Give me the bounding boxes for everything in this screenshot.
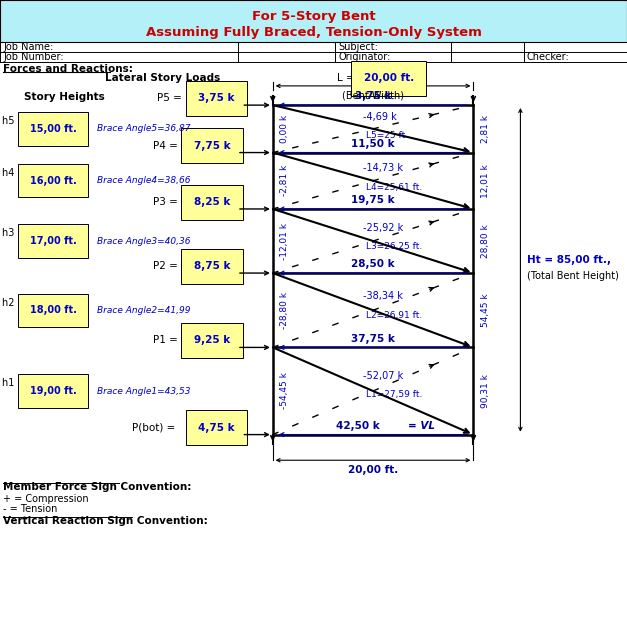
Text: Brace Angle1=43,53: Brace Angle1=43,53 (97, 387, 191, 395)
Text: 19,75 k: 19,75 k (351, 195, 395, 205)
Text: P3 =: P3 = (152, 197, 177, 207)
Text: 7,75 k: 7,75 k (194, 140, 230, 151)
Text: -52,07 k: -52,07 k (363, 371, 404, 381)
Text: Job Number:: Job Number: (3, 52, 64, 62)
Text: Ht = 85,00 ft.,: Ht = 85,00 ft., (527, 255, 611, 265)
Text: 2,81 k: 2,81 k (482, 115, 490, 143)
Text: 9,25 k: 9,25 k (194, 335, 230, 345)
Text: P1 =: P1 = (152, 335, 177, 345)
Text: (Bent Width): (Bent Width) (342, 90, 404, 101)
FancyBboxPatch shape (0, 0, 627, 42)
Text: 0,00 k: 0,00 k (280, 115, 288, 143)
Text: h1 =: h1 = (2, 378, 26, 388)
Text: -28,80 k: -28,80 k (280, 292, 288, 329)
Text: h4 =: h4 = (2, 168, 26, 178)
Text: 12,01 k: 12,01 k (482, 164, 490, 197)
Text: 20,00 ft.: 20,00 ft. (348, 465, 398, 476)
Text: P(bot) =: P(bot) = (132, 422, 176, 433)
Text: P5 =: P5 = (157, 93, 182, 103)
Text: (Total Bent Height): (Total Bent Height) (527, 271, 619, 281)
Text: Brace Angle5=36,87: Brace Angle5=36,87 (97, 124, 191, 133)
Text: P4 =: P4 = (152, 140, 177, 151)
Text: -2,81 k: -2,81 k (280, 165, 288, 196)
Text: 54,45 k: 54,45 k (482, 294, 490, 327)
Text: 17,00 ft.: 17,00 ft. (30, 236, 76, 246)
Text: -14,73 k: -14,73 k (363, 163, 403, 173)
Text: Member Force Sign Convention:: Member Force Sign Convention: (3, 482, 191, 492)
Text: L3=26,25 ft.: L3=26,25 ft. (366, 242, 423, 251)
Text: P2 =: P2 = (152, 261, 177, 271)
Text: = VL: = VL (408, 420, 435, 431)
Text: Assuming Fully Braced, Tension-Only System: Assuming Fully Braced, Tension-Only Syst… (145, 26, 482, 38)
Text: L1=27,59 ft.: L1=27,59 ft. (366, 390, 423, 399)
Text: L4=25,61 ft.: L4=25,61 ft. (366, 183, 423, 192)
Text: 16,00 ft.: 16,00 ft. (30, 176, 76, 186)
Text: L5=25 ft.: L5=25 ft. (366, 131, 409, 140)
Text: Subject:: Subject: (339, 42, 379, 52)
Text: Story Heights: Story Heights (24, 92, 105, 102)
Text: L2=26,91 ft.: L2=26,91 ft. (366, 311, 423, 320)
Text: Checker:: Checker: (527, 52, 569, 62)
Text: For 5-Story Bent: For 5-Story Bent (251, 10, 376, 23)
Text: Brace Angle3=40,36: Brace Angle3=40,36 (97, 237, 191, 246)
Text: 8,25 k: 8,25 k (194, 197, 230, 207)
Text: Job Name:: Job Name: (3, 42, 53, 52)
Text: 20,00 ft.: 20,00 ft. (364, 73, 414, 83)
Text: 90,31 k: 90,31 k (482, 374, 490, 408)
Text: 3,75 k: 3,75 k (355, 91, 391, 101)
Text: Brace Angle2=41,99: Brace Angle2=41,99 (97, 306, 191, 315)
Text: 37,75 k: 37,75 k (351, 333, 395, 344)
Text: 28,50 k: 28,50 k (351, 259, 395, 269)
Text: Originator:: Originator: (339, 52, 391, 62)
Text: 42,50 k: 42,50 k (335, 420, 379, 431)
Text: 15,00 ft.: 15,00 ft. (30, 124, 76, 134)
Text: -25,92 k: -25,92 k (363, 222, 404, 233)
Text: h5 =: h5 = (2, 116, 26, 126)
Text: -54,45 k: -54,45 k (280, 372, 288, 410)
Text: L =: L = (337, 73, 354, 83)
Text: 3,75 k: 3,75 k (198, 93, 234, 103)
Text: 19,00 ft.: 19,00 ft. (30, 386, 76, 396)
Text: -4,69 k: -4,69 k (363, 112, 397, 122)
Text: Brace Angle4=38,66: Brace Angle4=38,66 (97, 176, 191, 185)
Text: 28,80 k: 28,80 k (482, 224, 490, 258)
Text: h3 =: h3 = (2, 228, 26, 238)
Text: h2 =: h2 = (2, 297, 26, 308)
Text: -12,01 k: -12,01 k (280, 222, 288, 260)
Text: Vertical Reaction Sign Convention:: Vertical Reaction Sign Convention: (3, 516, 208, 526)
Text: Lateral Story Loads: Lateral Story Loads (105, 73, 221, 83)
Text: 11,50 k: 11,50 k (351, 138, 395, 149)
Text: 8,75 k: 8,75 k (194, 261, 230, 271)
Text: -38,34 k: -38,34 k (363, 291, 403, 301)
Text: - = Tension: - = Tension (3, 504, 58, 514)
Text: Forces and Reactions:: Forces and Reactions: (3, 63, 133, 74)
Text: 18,00 ft.: 18,00 ft. (30, 305, 76, 315)
Text: + = Compression: + = Compression (3, 494, 89, 504)
Text: 4,75 k: 4,75 k (198, 422, 234, 433)
